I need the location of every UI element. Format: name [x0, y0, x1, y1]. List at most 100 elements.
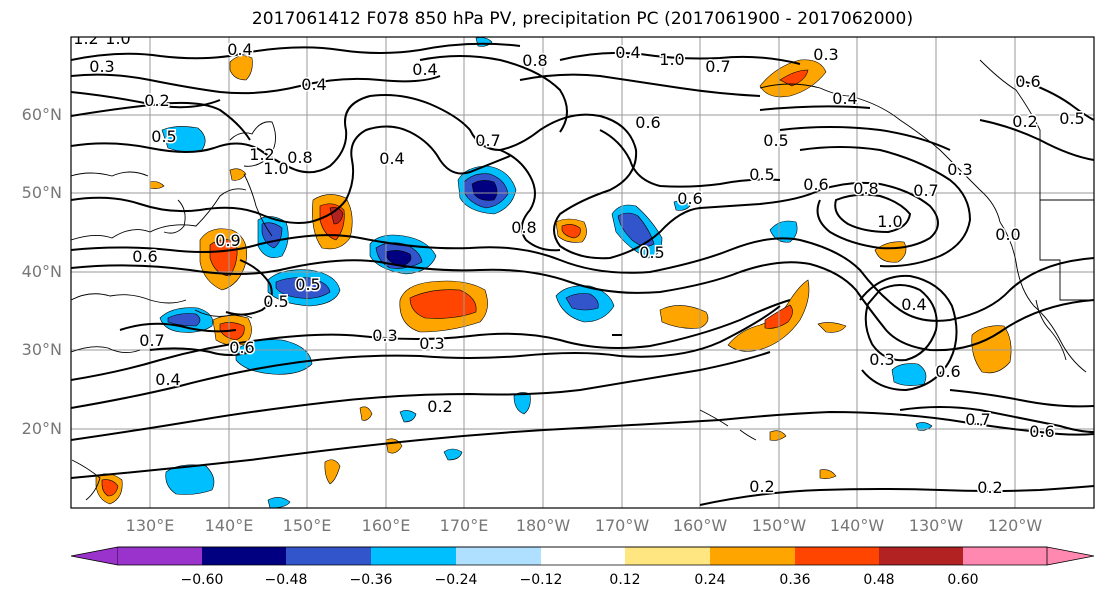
contour-label: 0.5: [639, 243, 664, 262]
contour-label: 0.6: [1015, 72, 1040, 91]
colorbar: [70, 546, 1095, 566]
contour-label: 0.8: [287, 148, 312, 167]
contour-label: 0.6: [803, 175, 828, 194]
contour-label: 0.8: [853, 179, 878, 198]
contour-label: 1.0: [263, 159, 288, 178]
contour-label: 0.7: [139, 331, 164, 350]
contour-label: 1.0: [659, 50, 684, 69]
contour-label: 1.2: [249, 145, 274, 164]
contour-label: 0.5: [263, 292, 288, 311]
lon-label: 180°W: [515, 516, 571, 535]
contour-label: 0.5: [295, 275, 320, 294]
colorbar-tick-label: −0.12: [519, 572, 563, 588]
lon-label: 130°E: [125, 516, 175, 535]
plot-area: 1.2 1.00.40.30.20.50.40.4 0.8 0.4 1.0 0.70.30…: [71, 29, 1094, 508]
contour-label: 0.4: [615, 43, 640, 62]
precip-shading: [95, 37, 1012, 508]
contour-label: 0.3: [869, 350, 894, 369]
lon-label: 160°E: [361, 516, 411, 535]
contour-label: 0.3: [947, 160, 972, 179]
lon-label: 170°W: [594, 516, 650, 535]
lat-label: 20°N: [21, 419, 62, 438]
contour-label: 0.6: [635, 113, 660, 132]
lon-label: 140°W: [829, 516, 885, 535]
contour-label: 0.5: [1059, 109, 1084, 128]
colorbar-segment: [202, 547, 286, 565]
contour-label: 0.7: [965, 410, 990, 429]
contour-label: 0.4: [901, 295, 926, 314]
contour-label: 0.5: [763, 131, 788, 150]
contour-label: 0.0: [995, 225, 1020, 244]
lon-label: 150°E: [282, 516, 332, 535]
contour-label: 0.2: [144, 91, 169, 110]
colorbar-segment: [795, 547, 879, 565]
pv-contours: [71, 42, 1094, 506]
colorbar-tick-label: 0.60: [947, 572, 979, 588]
contour-label: 0.6: [677, 189, 702, 208]
lat-label: 30°N: [21, 340, 62, 359]
lat-label: 60°N: [21, 105, 62, 124]
contour-label: 0.2: [427, 397, 452, 416]
contour-label: 0.8: [522, 51, 547, 70]
lon-label: 160°W: [672, 516, 728, 535]
contour-label: 0.3: [89, 57, 114, 76]
contour-label: 0.2: [749, 477, 774, 496]
contour-label: 0.4: [832, 89, 857, 108]
colorbar-tick-label: −0.36: [349, 572, 393, 588]
contour-label: 0.6: [132, 247, 157, 266]
colorbar-tick-label: −0.24: [434, 572, 478, 588]
colorbar-segment: [371, 547, 456, 565]
contour-label: 0.7: [705, 57, 730, 76]
contour-label: 0.3: [419, 334, 444, 353]
lat-label: 40°N: [21, 262, 62, 281]
contour-label: 0.4: [227, 40, 252, 59]
contour-label: 0.7: [913, 181, 938, 200]
colorbar-tick-label: −0.60: [180, 572, 224, 588]
contour-label: 0.4: [412, 60, 437, 79]
contour-label: 0.6: [1029, 422, 1054, 441]
contour-label: 0.7: [475, 131, 500, 150]
contour-label: 0.4: [155, 370, 180, 389]
lon-label: 130°W: [908, 516, 964, 535]
colorbar-extend-high: [1046, 546, 1095, 566]
plot-frame: [70, 36, 1095, 509]
colorbar-segment: [710, 547, 795, 565]
colorbar-segment: [541, 547, 625, 565]
contour-label: 1.0: [877, 212, 902, 231]
lon-label: 140°E: [204, 516, 254, 535]
colorbar-tick-label: 0.24: [694, 572, 726, 588]
colorbar-tick-label: 0.48: [863, 572, 895, 588]
colorbar-segment: [286, 547, 371, 565]
colorbar-segment: [118, 547, 202, 565]
contour-label: 0.4: [379, 149, 404, 168]
contour-label: 0.4: [301, 75, 326, 94]
contour-label: 1.0: [105, 29, 130, 48]
colorbar-extend-low: [70, 546, 119, 566]
colorbar-segment: [963, 547, 1047, 565]
lon-label: 170°E: [439, 516, 489, 535]
contour-label: 0.6: [229, 338, 254, 357]
contour-label: 0.3: [813, 45, 838, 64]
contour-label: 0.5: [749, 165, 774, 184]
colorbar-tick-label: −0.48: [264, 572, 308, 588]
lat-label: 50°N: [21, 183, 62, 202]
contour-label: 0.6: [935, 362, 960, 381]
contour-label: 0.5: [151, 127, 176, 146]
colorbar-tick-label: 0.36: [779, 572, 811, 588]
colorbar-segment: [456, 547, 541, 565]
lon-label: 150°W: [751, 516, 807, 535]
map-title: 2017061412 F078 850 hPa PV, precipitatio…: [251, 9, 914, 29]
colorbar-tick-label: 0.12: [609, 572, 641, 588]
graticule: [71, 37, 1094, 508]
contour-label: 0.2: [1012, 112, 1037, 131]
contour-label: 0.8: [511, 218, 536, 237]
contour-labels: 1.2 1.00.40.30.20.50.40.4 0.8 0.4 1.0 0.70.30…: [72, 29, 1086, 499]
contour-label: 0.2: [977, 478, 1002, 497]
colorbar-segment: [625, 547, 710, 565]
contour-label: 0.3: [372, 326, 397, 345]
contour-label: 0.9: [215, 231, 240, 250]
lon-label: 120°W: [987, 516, 1043, 535]
contour-label: 1.2: [73, 29, 98, 48]
colorbar-segment: [879, 547, 963, 565]
